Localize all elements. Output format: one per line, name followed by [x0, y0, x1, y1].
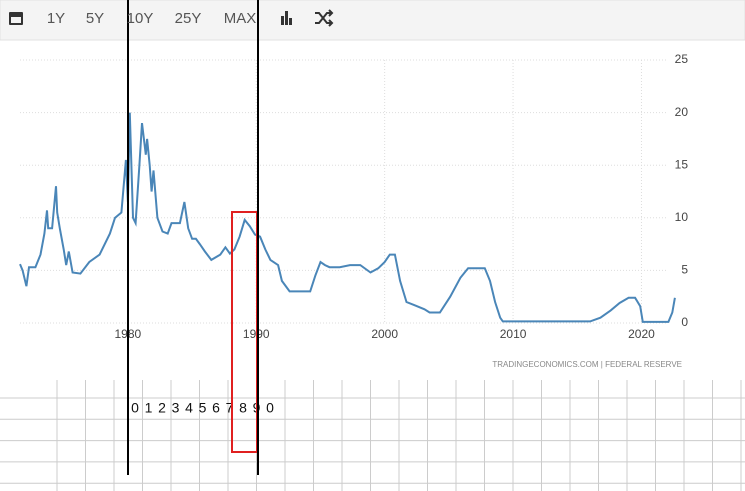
digit: 6 — [212, 400, 220, 416]
y-tick-label: 5 — [681, 263, 688, 277]
digit: 4 — [185, 400, 193, 416]
range-button[interactable]: 1Y — [47, 10, 65, 27]
shuffle-icon[interactable] — [315, 9, 334, 27]
digit: 0 — [266, 400, 274, 416]
toolbar — [0, 0, 745, 41]
y-tick-label: 10 — [675, 210, 689, 224]
rate-line — [19, 112, 676, 323]
digit: 5 — [199, 400, 207, 416]
digit: 7 — [226, 400, 234, 416]
x-tick-label: 2000 — [371, 327, 398, 341]
calendar-icon[interactable] — [9, 12, 23, 25]
digit: 1 — [145, 400, 153, 416]
digit: 8 — [239, 400, 247, 416]
x-tick-label: 2010 — [500, 327, 527, 341]
x-tick-label: 2020 — [628, 327, 655, 341]
y-tick-label: 25 — [675, 52, 689, 66]
range-button[interactable]: 10Y — [127, 10, 154, 27]
digit: 0 — [131, 400, 139, 416]
y-tick-label: 15 — [675, 157, 689, 171]
y-tick-label: 0 — [681, 315, 688, 329]
digit: 2 — [158, 400, 166, 416]
range-button[interactable]: MAX — [224, 10, 257, 27]
source-note: TRADINGECONOMICS.COM | FEDERAL RESERVE — [492, 360, 682, 369]
digit: 3 — [172, 400, 180, 416]
y-tick-label: 20 — [675, 105, 689, 119]
range-button[interactable]: 5Y — [86, 10, 104, 27]
bar-chart-icon[interactable] — [281, 11, 292, 25]
range-button[interactable]: 25Y — [175, 10, 202, 27]
plot: 051015202519801990200020102020TRADINGECO… — [19, 52, 689, 369]
